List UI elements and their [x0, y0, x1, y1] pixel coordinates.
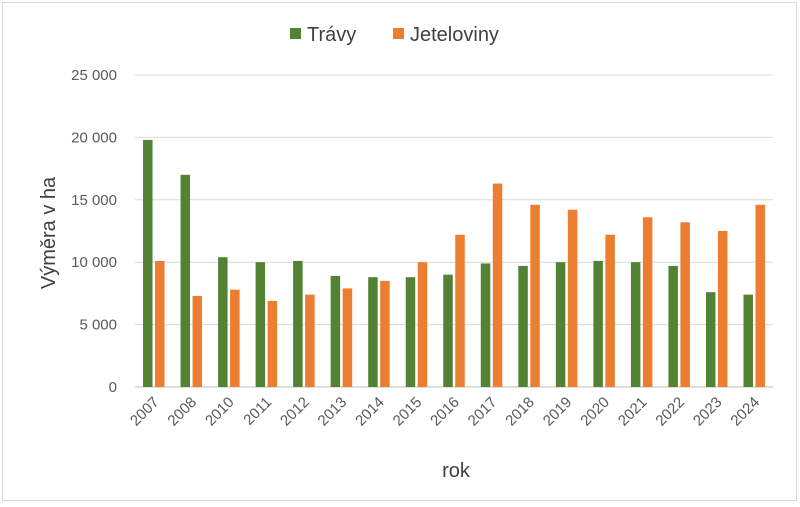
x-tick-label: 2022: [652, 394, 688, 430]
legend-swatch-travy: [290, 28, 301, 39]
y-tick-label: 25 000: [71, 67, 117, 84]
bar-travy-2015: [405, 277, 416, 387]
bar-jeteloviny-2011: [267, 300, 278, 387]
x-tick-label: 2024: [727, 394, 763, 430]
bar-travy-2010: [218, 257, 228, 387]
chart-frame: Trávy Jeteloviny 0 5 000 10 000 15 000 20 00…: [2, 2, 797, 501]
x-tick-label: 2010: [202, 394, 238, 430]
bar-jeteloviny-2010: [230, 289, 240, 387]
bar-travy-2020: [593, 260, 603, 387]
gridlines: [135, 74, 773, 388]
bar-jeteloviny-2018: [530, 204, 540, 387]
bar-travy-2022: [668, 265, 678, 387]
bar-jeteloviny-2022: [680, 222, 690, 387]
y-tick-label: 20 000: [71, 129, 117, 146]
x-tick-label: 2008: [165, 394, 201, 430]
y-tick-label: 15 000: [71, 192, 117, 209]
bar-travy-2018: [518, 265, 528, 387]
x-tick-label: 2017: [465, 394, 501, 430]
x-tick-label: 2011: [240, 394, 275, 429]
y-tick-label: 0: [109, 379, 117, 396]
bar-travy-2008: [180, 174, 191, 387]
bar-jeteloviny-2019: [567, 209, 578, 387]
bar-chart: Trávy Jeteloviny 0 5 000 10 000 15 000 20 00…: [38, 24, 773, 482]
bar-jeteloviny-2016: [455, 234, 465, 387]
bar-travy-2024: [743, 294, 753, 387]
y-axis-label: Výměra v ha: [38, 176, 60, 289]
legend: Trávy Jeteloviny: [290, 24, 499, 46]
bar-jeteloviny-2021: [642, 217, 653, 387]
y-axis-ticks: 0 5 000 10 000 15 000 20 000 25 000: [71, 67, 117, 396]
bar-jeteloviny-2014: [380, 280, 390, 387]
x-tick-label: 2015: [390, 394, 426, 430]
bar-travy-2012: [293, 260, 303, 387]
bar-jeteloviny-2007: [155, 260, 165, 387]
x-tick-label: 2014: [352, 394, 388, 430]
bar-travy-2013: [330, 275, 341, 387]
bar-jeteloviny-2020: [605, 234, 615, 387]
x-tick-label: 2012: [277, 394, 313, 430]
x-tick-label: 2007: [127, 394, 163, 430]
legend-swatch-jeteloviny: [393, 28, 404, 39]
x-tick-label: 2016: [427, 394, 463, 430]
y-tick-label: 5 000: [79, 317, 117, 334]
bar-travy-2019: [555, 262, 566, 387]
bar-travy-2014: [368, 277, 378, 387]
bar-jeteloviny-2017: [492, 183, 503, 387]
x-tick-label: 2021: [615, 394, 651, 430]
bar-jeteloviny-2012: [305, 294, 315, 387]
x-axis-ticks: 2007 2008 2010 2011 2012 2013 2014 2015 2016 2017…: [127, 394, 763, 430]
x-tick-label: 2013: [315, 394, 351, 430]
bar-travy-2021: [630, 262, 641, 387]
bar-jeteloviny-2024: [755, 204, 765, 387]
legend-label-travy: Trávy: [307, 24, 356, 46]
bar-jeteloviny-2013: [342, 288, 353, 387]
bar-jeteloviny-2023: [717, 231, 728, 387]
bar-travy-2007: [143, 139, 153, 387]
x-tick-label: 2019: [540, 394, 576, 430]
y-tick-label: 10 000: [71, 254, 117, 271]
x-tick-label: 2020: [577, 394, 613, 430]
bar-jeteloviny-2008: [192, 295, 203, 387]
bar-travy-2011: [255, 262, 266, 387]
x-axis-label: rok: [442, 460, 471, 482]
legend-label-jeteloviny: Jeteloviny: [410, 24, 499, 46]
x-tick-label: 2023: [690, 394, 726, 430]
x-tick-label: 2018: [502, 394, 538, 430]
bar-travy-2016: [443, 274, 453, 387]
bar-jeteloviny-2015: [417, 262, 428, 387]
bar-travy-2023: [705, 292, 716, 387]
bars: [143, 139, 765, 387]
bar-travy-2017: [480, 263, 491, 387]
